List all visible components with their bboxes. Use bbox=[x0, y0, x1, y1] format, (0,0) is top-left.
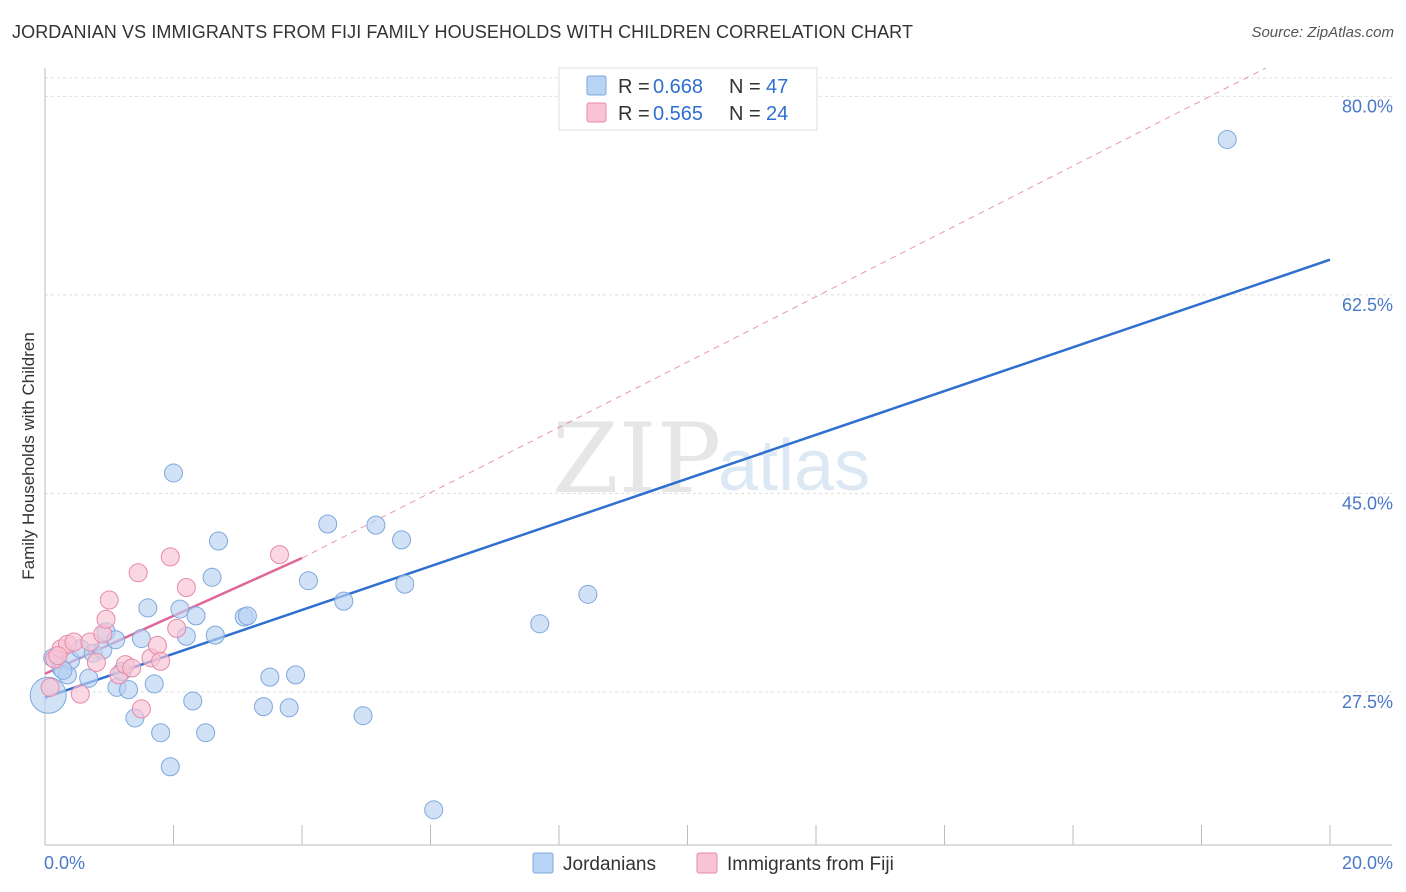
legend-r-label-1: R = bbox=[618, 76, 650, 98]
trendline-jordanians-solid-0 bbox=[44, 258, 1331, 699]
legend-n-value-2: 24 bbox=[766, 103, 788, 125]
point-jordanians-37 bbox=[353, 706, 373, 726]
point-fiji-5 bbox=[70, 684, 90, 704]
legend-r-value-1: 0.668 bbox=[653, 76, 703, 98]
point-fiji-15 bbox=[131, 699, 151, 719]
point-jordanians-22 bbox=[183, 691, 203, 711]
point-jordanians-33 bbox=[286, 665, 306, 685]
bottom-legend-label-jordanians: Jordanians bbox=[563, 854, 656, 875]
point-jordanians-25 bbox=[202, 567, 222, 587]
legend-r-value-2: 0.565 bbox=[653, 103, 703, 125]
legend-n-label-1: N = bbox=[729, 76, 761, 98]
point-fiji-17 bbox=[147, 635, 167, 655]
point-jordanians-16 bbox=[144, 674, 164, 694]
point-jordanians-18 bbox=[160, 757, 180, 777]
point-jordanians-32 bbox=[279, 698, 299, 718]
point-jordanians-35 bbox=[318, 514, 338, 534]
bottom-legend-swatch-fiji bbox=[696, 852, 718, 874]
point-jordanians-29 bbox=[237, 606, 257, 626]
y-tick-label-2: 62.5% bbox=[1342, 295, 1393, 315]
bottom-legend-swatch-jordanians bbox=[532, 852, 554, 874]
gridlines bbox=[45, 77, 1392, 693]
legend-r-label-2: R = bbox=[618, 103, 650, 125]
x-tick-label-max: 20.0% bbox=[1342, 853, 1393, 873]
point-fiji-13 bbox=[122, 658, 142, 678]
point-jordanians-31 bbox=[260, 667, 280, 687]
trendline-fiji-dashed-2 bbox=[301, 67, 1266, 559]
point-jordanians-6 bbox=[79, 668, 99, 688]
watermark-zip: ZIP bbox=[552, 403, 721, 515]
point-jordanians-40 bbox=[395, 574, 415, 594]
point-jordanians-44 bbox=[1217, 129, 1237, 149]
chart-source: Source: ZipAtlas.com bbox=[1251, 24, 1394, 41]
point-jordanians-23 bbox=[186, 606, 206, 626]
point-jordanians-43 bbox=[578, 584, 598, 604]
point-fiji-4 bbox=[64, 632, 84, 652]
point-jordanians-36 bbox=[334, 591, 354, 611]
point-fiji-23 bbox=[48, 646, 68, 666]
point-jordanians-26 bbox=[205, 625, 225, 645]
point-fiji-10 bbox=[99, 590, 119, 610]
axes bbox=[44, 68, 1392, 846]
point-jordanians-20 bbox=[170, 599, 190, 619]
trendlines bbox=[44, 67, 1331, 699]
legend-n-value-1: 47 bbox=[766, 76, 788, 98]
point-jordanians-12 bbox=[119, 680, 139, 700]
point-jordanians-24 bbox=[196, 723, 216, 743]
legend-n-label-2: N = bbox=[729, 103, 761, 125]
point-fiji-22 bbox=[270, 545, 290, 565]
point-fiji-7 bbox=[86, 652, 106, 672]
y-tick-label-0: 27.5% bbox=[1342, 692, 1393, 712]
point-jordanians-34 bbox=[298, 571, 318, 591]
bottom-legend-label-fiji: Immigrants from Fiji bbox=[727, 854, 894, 875]
point-fiji-0 bbox=[40, 677, 60, 697]
point-fiji-19 bbox=[160, 547, 180, 567]
legend-swatch-fiji bbox=[586, 102, 607, 123]
y-tick-label-3: 80.0% bbox=[1342, 96, 1393, 116]
chart-title: JORDANIAN VS IMMIGRANTS FROM FIJI FAMILY… bbox=[12, 22, 914, 42]
series-legend: Jordanians Immigrants from Fiji bbox=[532, 852, 894, 875]
point-fiji-21 bbox=[176, 578, 196, 598]
point-jordanians-17 bbox=[151, 723, 171, 743]
data-points bbox=[29, 129, 1237, 820]
point-jordanians-41 bbox=[424, 800, 444, 820]
watermark-atlas: atlas bbox=[718, 426, 870, 506]
y-axis-title: Family Households with Children bbox=[19, 332, 38, 580]
point-jordanians-42 bbox=[530, 614, 550, 634]
stats-legend: R = 0.668 N = 47 R = 0.565 N = 24 bbox=[558, 67, 818, 131]
point-jordanians-38 bbox=[366, 515, 386, 535]
x-tick-label-min: 0.0% bbox=[44, 853, 85, 873]
x-axis-ticks bbox=[173, 825, 1331, 845]
point-fiji-20 bbox=[167, 618, 187, 638]
point-jordanians-39 bbox=[392, 530, 412, 550]
legend-swatch-jordanians bbox=[586, 75, 607, 96]
y-tick-label-1: 45.0% bbox=[1342, 493, 1393, 513]
point-jordanians-30 bbox=[253, 697, 273, 717]
y-axis-tick-labels: 27.5% 45.0% 62.5% 80.0% bbox=[1342, 96, 1393, 712]
point-fiji-14 bbox=[128, 563, 148, 583]
point-jordanians-14 bbox=[131, 629, 151, 649]
point-jordanians-19 bbox=[164, 463, 183, 483]
point-fiji-18 bbox=[151, 651, 171, 671]
point-fiji-9 bbox=[96, 609, 116, 629]
point-jordanians-27 bbox=[208, 531, 228, 551]
point-jordanians-15 bbox=[138, 598, 158, 618]
